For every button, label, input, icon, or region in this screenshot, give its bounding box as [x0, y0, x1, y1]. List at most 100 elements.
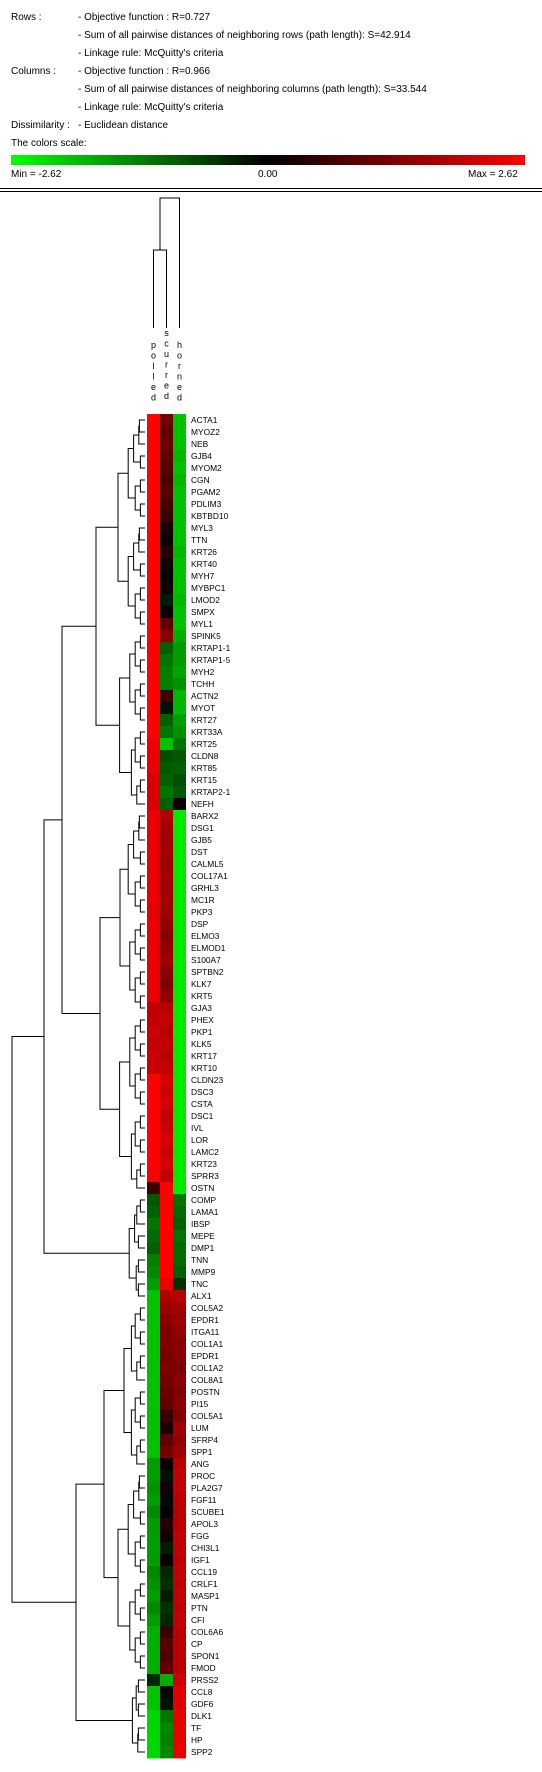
row-label: MMP9: [191, 1267, 216, 1277]
row-dendrogram-branch: [131, 1697, 138, 1744]
row-label: LOR: [191, 1135, 208, 1145]
heatmap-cell: [160, 1266, 173, 1279]
heatmap-cell: [147, 1722, 160, 1735]
heatmap-cell: [160, 1446, 173, 1459]
row-label: TTN: [191, 535, 207, 545]
row-label: ELMOD1: [191, 943, 226, 953]
heatmap-cell: [160, 894, 173, 907]
row-label: COL8A1: [191, 1375, 223, 1385]
divider-line: [0, 191, 542, 192]
heatmap-cell: [173, 774, 186, 787]
row-dendrogram-branch: [103, 1390, 124, 1579]
row-label: MYL3: [191, 523, 213, 533]
heatmap-cell: [160, 1338, 173, 1351]
heatmap-cell: [173, 1518, 186, 1531]
columns-objective: - Objective function : R=0.966: [78, 66, 211, 77]
heatmap-cell: [160, 678, 173, 691]
row-label: CP: [191, 1639, 203, 1649]
dissimilarity-label: Dissimilarity :: [11, 120, 70, 131]
row-label: CRLF1: [191, 1579, 218, 1589]
heatmap-cell: [147, 930, 160, 943]
heatmap-cell: [160, 1026, 173, 1039]
row-dendrogram-branch: [129, 653, 136, 703]
column-label-letter: r: [165, 370, 168, 380]
legend-header: Rows : - Objective function : R=0.727 - …: [0, 0, 542, 190]
heatmap-cell: [147, 1458, 160, 1471]
columns-path-length: - Sum of all pairwise distances of neigh…: [78, 84, 427, 95]
row-label: COL6A6: [191, 1627, 223, 1637]
heatmap-cell: [173, 1134, 186, 1147]
heatmap-cell: [173, 1722, 186, 1735]
heatmap-cell: [160, 534, 173, 547]
row-dendrogram-branch: [134, 485, 141, 511]
heatmap-cell: [173, 1434, 186, 1447]
heatmap-cell: [173, 1050, 186, 1063]
row-dendrogram-branch: [137, 1235, 145, 1249]
heatmap-cell: [160, 1458, 173, 1471]
row-label: CFI: [191, 1615, 205, 1625]
heatmap-cell: [160, 750, 173, 763]
heatmap-cell: [147, 1302, 160, 1315]
heatmap-cell: [173, 1374, 186, 1387]
row-label: PTN: [191, 1603, 208, 1613]
row-label: GRHL3: [191, 883, 219, 893]
row-dendrogram-branch: [139, 1439, 145, 1453]
heatmap-cell: [147, 858, 160, 871]
column-dendrogram-branch: [159, 197, 180, 328]
heatmap-cell: [160, 1614, 173, 1627]
row-dendrogram-branch: [139, 587, 145, 601]
row-dendrogram-branch: [139, 563, 145, 577]
heatmap-cell: [173, 1458, 186, 1471]
heatmap-cell: [147, 1674, 160, 1687]
column-label-letter: p: [151, 340, 156, 350]
row-dendrogram-branch: [138, 527, 145, 541]
heatmap-cell: [160, 714, 173, 727]
heatmap-cell: [173, 1182, 186, 1195]
heatmap-cell: [173, 750, 186, 763]
row-label: KLK5: [191, 1039, 212, 1049]
row-label: KRT15: [191, 775, 217, 785]
heatmap-cell: [160, 1158, 173, 1171]
column-label-letter: d: [151, 393, 156, 403]
row-dendrogram-branch: [137, 1679, 145, 1693]
row-label: MYOZ2: [191, 427, 220, 437]
row-dendrogram-branch: [134, 1589, 141, 1615]
row-dendrogram-branch: [117, 472, 129, 582]
heatmap-cell: [147, 906, 160, 919]
heatmap-cell: [160, 762, 173, 775]
column-label-letter: d: [164, 391, 169, 401]
row-label: KRT17: [191, 1051, 217, 1061]
dissimilarity-value: - Euclidean distance: [78, 120, 169, 131]
row-label: MYH2: [191, 667, 215, 677]
heatmap-cell: [160, 726, 173, 739]
row-dendrogram-branch: [95, 526, 120, 726]
row-dendrogram-branch: [139, 1559, 145, 1573]
heatmap-cell: [160, 1242, 173, 1255]
row-label: KRT40: [191, 559, 217, 569]
row-label: MASP1: [191, 1591, 220, 1601]
row-label: DSG1: [191, 823, 214, 833]
row-label: DLK1: [191, 1711, 212, 1721]
heatmap-cell: [147, 630, 160, 643]
heatmap-cell: [173, 726, 186, 739]
heatmap-cells: [147, 414, 186, 1759]
heatmap-cell: [173, 1026, 186, 1039]
heatmap-cell: [147, 1170, 160, 1183]
heatmap-cell: [147, 786, 160, 799]
row-label: PKP1: [191, 1027, 213, 1037]
heatmap-cell: [173, 1746, 186, 1759]
heatmap-cell: [160, 438, 173, 451]
heatmap-cell: [173, 642, 186, 655]
heatmap-cell: [173, 1230, 186, 1243]
row-dendrogram-branch: [139, 455, 145, 469]
row-dendrogram-branch: [139, 503, 145, 517]
heatmap-cell: [160, 702, 173, 715]
column-label-letter: l: [153, 372, 155, 382]
heatmap-cell: [160, 990, 173, 1003]
heatmap-cell: [173, 1602, 186, 1615]
heatmap-cell: [173, 510, 186, 523]
heatmap-cell: [173, 894, 186, 907]
divider-line: [0, 188, 542, 189]
column-label-letter: o: [177, 351, 182, 361]
heatmap-cell: [173, 1158, 186, 1171]
